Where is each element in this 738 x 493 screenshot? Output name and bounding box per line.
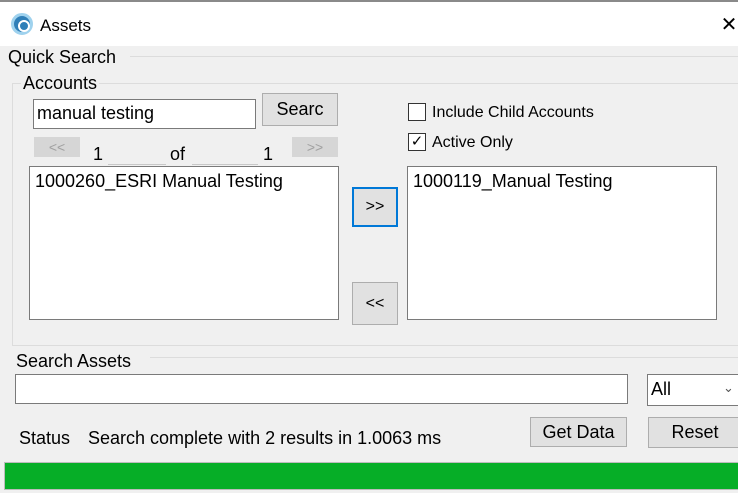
selected-value: All bbox=[651, 379, 672, 399]
active-only-label: Active Only bbox=[432, 134, 513, 151]
search-button[interactable]: Searc bbox=[262, 93, 338, 126]
close-icon[interactable]: ✕ bbox=[720, 14, 738, 36]
prev-page-button[interactable]: << bbox=[34, 137, 80, 157]
asset-search-input[interactable] bbox=[15, 374, 628, 404]
of-label: of bbox=[170, 144, 186, 164]
add-account-button[interactable]: >> bbox=[352, 187, 398, 227]
include-child-label: Include Child Accounts bbox=[432, 104, 594, 121]
list-item[interactable]: 1000119_Manual Testing bbox=[413, 171, 613, 191]
accounts-label: Accounts bbox=[21, 73, 100, 94]
account-search-input[interactable]: manual testing bbox=[33, 99, 256, 129]
current-page: 1 bbox=[93, 144, 104, 164]
next-page-button[interactable]: >> bbox=[292, 137, 338, 157]
title-bar: Assets ✕ bbox=[0, 0, 738, 46]
status-label: Status bbox=[19, 428, 71, 448]
available-accounts-list[interactable]: 1000260_ESRI Manual Testing bbox=[29, 166, 339, 320]
app-logo-icon bbox=[11, 13, 33, 35]
active-only-checkbox[interactable]: ✓ bbox=[408, 133, 426, 151]
divider bbox=[108, 164, 166, 165]
progress-bar bbox=[4, 462, 738, 490]
include-child-checkbox[interactable] bbox=[408, 103, 426, 121]
remove-account-button[interactable]: << bbox=[352, 282, 398, 325]
list-item[interactable]: 1000260_ESRI Manual Testing bbox=[35, 171, 283, 191]
divider bbox=[130, 56, 738, 57]
total-pages: 1 bbox=[263, 144, 274, 164]
selected-accounts-list[interactable]: 1000119_Manual Testing bbox=[407, 166, 717, 320]
get-data-button[interactable]: Get Data bbox=[530, 417, 627, 447]
chevron-down-icon: ⌄ bbox=[723, 380, 734, 395]
window-title: Assets bbox=[40, 16, 92, 35]
asset-filter-select[interactable]: All ⌄ bbox=[647, 374, 738, 406]
divider bbox=[192, 164, 258, 165]
reset-button[interactable]: Reset bbox=[648, 417, 738, 448]
divider bbox=[150, 357, 738, 358]
accounts-group bbox=[12, 83, 738, 346]
quick-search-label: Quick Search bbox=[6, 47, 119, 68]
status-text: Search complete with 2 results in 1.0063… bbox=[88, 428, 442, 448]
progress-fill bbox=[5, 463, 738, 489]
search-assets-label: Search Assets bbox=[14, 351, 134, 372]
